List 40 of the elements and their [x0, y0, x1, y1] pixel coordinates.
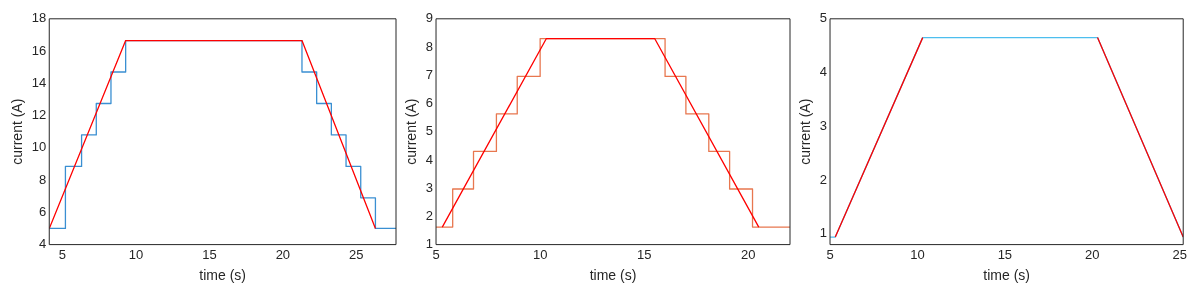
- y-tick-label: 16: [31, 42, 47, 58]
- x-tick-label: 10: [128, 246, 144, 262]
- x-tick-label: 20: [1085, 246, 1100, 262]
- y-tick-label: 4: [39, 236, 47, 252]
- y-tick-label: 4: [425, 151, 434, 167]
- x-tick-label: 25: [349, 246, 364, 262]
- y-axis-title: current (A): [797, 98, 814, 165]
- x-axis-title: time (s): [199, 267, 246, 284]
- x-tick-label: 20: [275, 246, 291, 262]
- y-tick-label: 14: [31, 74, 47, 90]
- x-tick-label: 20: [741, 246, 756, 262]
- y-tick-label: 2: [819, 171, 828, 187]
- x-axis-title: time (s): [983, 267, 1030, 284]
- x-tick-label: 5: [58, 246, 67, 262]
- x-tick-label: 25: [1172, 246, 1187, 262]
- y-tick-label: 18: [31, 10, 47, 26]
- x-tick-label: 15: [637, 246, 652, 262]
- y-tick-label: 8: [39, 171, 47, 187]
- y-axis-title: current (A): [403, 98, 420, 165]
- x-tick-label: 15: [997, 246, 1013, 262]
- x-axis-title: time (s): [589, 267, 637, 284]
- y-tick-label: 10: [31, 139, 47, 155]
- y-tick-label: 12: [31, 107, 47, 123]
- x-tick-label: 10: [910, 246, 925, 262]
- y-tick-label: 1: [425, 236, 434, 252]
- y-axis-title: current (A): [9, 98, 26, 165]
- y-tick-label: 4: [819, 64, 828, 80]
- y-tick-label: 8: [425, 38, 434, 54]
- y-tick-label: 3: [425, 179, 434, 195]
- y-tick-label: 9: [425, 10, 434, 26]
- x-tick-label: 10: [532, 246, 548, 262]
- y-tick-label: 5: [819, 10, 828, 26]
- y-tick-label: 7: [425, 66, 434, 82]
- y-tick-label: 5: [425, 123, 434, 139]
- x-tick-label: 15: [202, 246, 217, 262]
- y-tick-label: 6: [39, 203, 47, 219]
- y-tick-label: 6: [425, 95, 434, 111]
- y-tick-label: 3: [819, 117, 828, 133]
- y-tick-label: 2: [425, 207, 434, 223]
- y-tick-label: 1: [819, 225, 828, 241]
